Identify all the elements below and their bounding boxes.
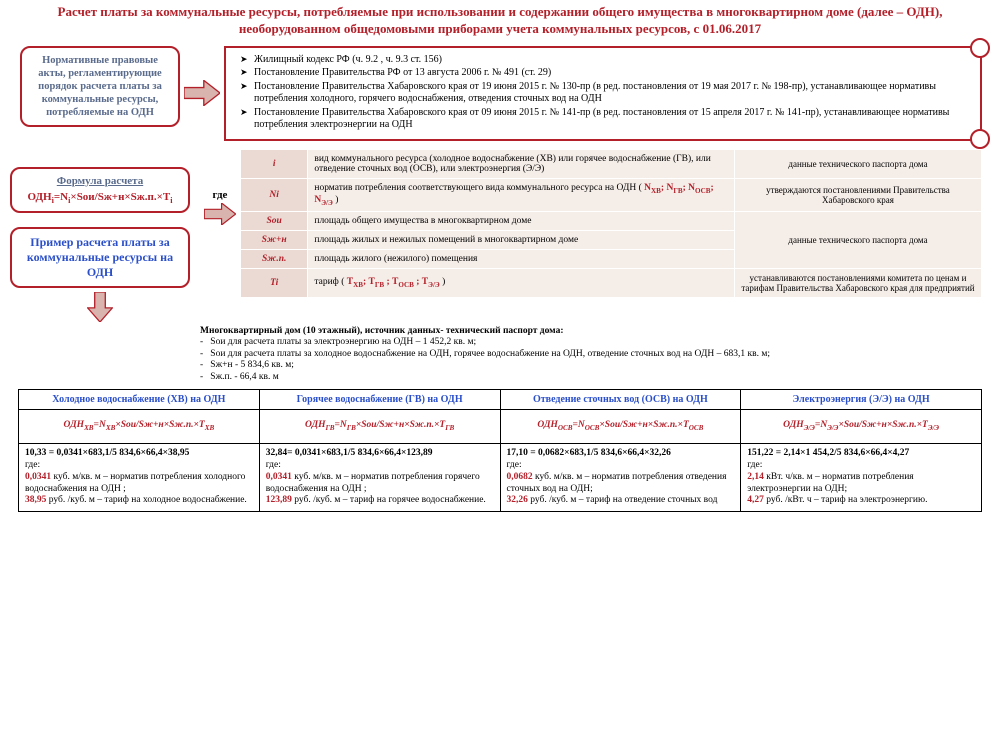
def-desc: площадь общего имущества в многоквартирн…	[308, 211, 735, 230]
law-item: Постановление Правительства РФ от 13 авг…	[240, 67, 960, 80]
page-title: Расчет платы за коммунальные ресурсы, по…	[0, 0, 1000, 40]
def-desc: площадь жилых и нежилых помещений в мног…	[308, 230, 735, 249]
intro-line: - Sои для расчета платы за электроэнерги…	[200, 337, 982, 348]
def-desc: норматив потребления соответствующего ви…	[308, 178, 735, 211]
def-desc: вид коммунального ресурса (холодное водо…	[308, 149, 735, 178]
formula-box: Формула расчета ОДНi=Ni×Sои/Sж+н×Sж.п.×T…	[10, 167, 190, 213]
arrow-down-icon	[87, 292, 113, 322]
norm-acts-box: Нормативные правовые акты, регламентирую…	[20, 46, 180, 128]
btable-header: Горячее водоснабжение (ГВ) на ОДН	[259, 389, 500, 409]
intro-line: - Sж.п. - 66,4 кв. м	[200, 372, 982, 383]
btable-formula: ОДНОСВ=NОСВ×Sои/Sж+н×Sж.п.×ТОСВ	[500, 409, 741, 443]
def-symbol: Ni	[241, 178, 308, 211]
def-symbol: Sж.п.	[241, 249, 308, 268]
def-source: данные технического паспорта дома	[734, 211, 981, 268]
btable-formula: ОДНХВ=NХВ×Sои/Sж+н×Sж.п.×ТХВ	[19, 409, 260, 443]
formula-text: ОДНi=Ni×Sои/Sж+н×Sж.п.×Ti	[27, 191, 172, 203]
def-source: устанавливаются постановлениями комитета…	[734, 268, 981, 297]
def-source: данные технического паспорта дома	[734, 149, 981, 178]
def-desc: тариф ( ТХВ; ТГВ ; ТОСВ ; ТЭ/Э )	[308, 268, 735, 297]
btable-header: Холодное водоснабжение (ХВ) на ОДН	[19, 389, 260, 409]
btable-example: 17,10 = 0,0682×683,1/5 834,6×66,4×32,26г…	[500, 443, 741, 511]
def-symbol: Sои	[241, 211, 308, 230]
definitions-table: iвид коммунального ресурса (холодное вод…	[240, 149, 982, 298]
example-header: Многоквартирный дом (10 этажный), источн…	[200, 326, 982, 337]
btable-example: 10,33 = 0,0341×683,1/5 834,6×66,4×38,95г…	[19, 443, 260, 511]
mid-section: Формула расчета ОДНi=Ni×Sои/Sж+н×Sж.п.×T…	[0, 149, 1000, 322]
def-desc: площадь жилого (нежилого) помещения	[308, 249, 735, 268]
bottom-table: Холодное водоснабжение (ХВ) на ОДНГоряче…	[18, 389, 982, 512]
def-source: утверждаются постановлениями Правительст…	[734, 178, 981, 211]
arrow-right-icon	[204, 203, 236, 225]
laws-list: Жилищный кодекс РФ (ч. 9.2 , ч. 9.3 ст. …	[224, 46, 982, 141]
intro-line: - Sои для расчета платы за холодное водо…	[200, 349, 982, 360]
intro-line: - Sж+н - 5 834,6 кв. м;	[200, 360, 982, 371]
law-item: Постановление Правительства Хабаровского…	[240, 107, 960, 132]
law-item: Жилищный кодекс РФ (ч. 9.2 , ч. 9.3 ст. …	[240, 54, 960, 67]
btable-header: Электроэнергия (Э/Э) на ОДН	[741, 389, 982, 409]
law-item: Постановление Правительства Хабаровского…	[240, 81, 960, 106]
btable-example: 32,84= 0,0341×683,1/5 834,6×66,4×123,89г…	[259, 443, 500, 511]
def-symbol: i	[241, 149, 308, 178]
btable-example: 151,22 = 2,14×1 454,2/5 834,6×66,4×4,27г…	[741, 443, 982, 511]
arrow-right-icon	[184, 80, 220, 106]
btable-header: Отведение сточных вод (ОСВ) на ОДН	[500, 389, 741, 409]
def-symbol: Sж+н	[241, 230, 308, 249]
formula-label: Формула расчета	[20, 175, 180, 187]
where-label: где	[213, 189, 228, 201]
btable-formula: ОДНЭ/Э=NЭ/Э×Sои/Sж+н×Sж.п.×ТЭ/Э	[741, 409, 982, 443]
top-section: Нормативные правовые акты, регламентирую…	[0, 46, 1000, 141]
btable-formula: ОДНГВ=NГВ×Sои/Sж+н×Sж.п.×ТГВ	[259, 409, 500, 443]
example-box: Пример расчета платы за коммунальные рес…	[10, 227, 190, 288]
example-intro: Многоквартирный дом (10 этажный), источн…	[200, 326, 982, 383]
def-symbol: Ti	[241, 268, 308, 297]
